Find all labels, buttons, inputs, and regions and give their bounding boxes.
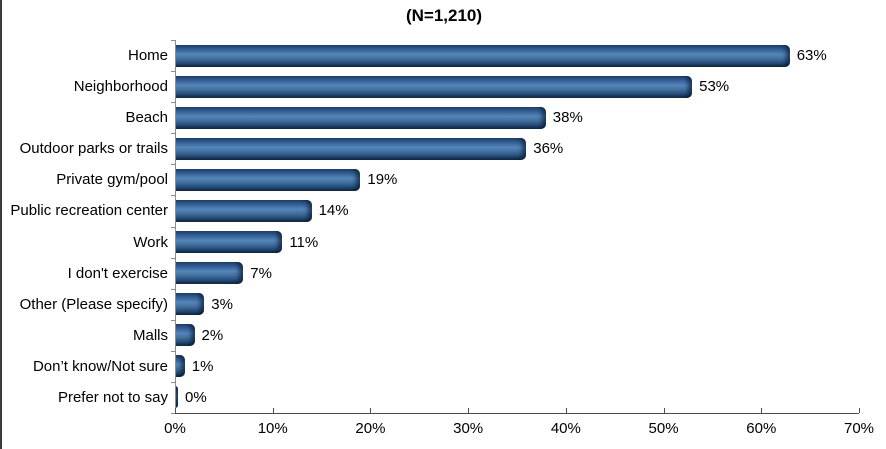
value-label: 1% [191,357,214,375]
chart-row: I don't exercise 7% [2,258,858,289]
value-label: 0% [185,388,207,406]
category-label: Don’t know/Not sure [32,357,168,375]
bar-track: 14% [175,195,858,226]
x-axis-tick-label: 40% [550,420,581,437]
category-label: Home [127,47,168,65]
category-label: Beach [125,109,168,127]
bar [175,355,185,378]
bar-rows: Home 63% Neighborhood 53% Beach 38% Outdoor pa… [2,40,858,413]
x-axis-line [175,408,860,414]
value-label: 38% [552,109,583,127]
bar [175,137,527,160]
bar-track: 7% [175,258,858,289]
x-axis-tick-label: 50% [648,420,679,437]
category-label: Work [133,233,168,251]
y-axis-tick [171,413,175,414]
y-axis-tick [171,195,175,197]
bar-track: 53% [175,71,858,102]
x-axis-labels: 0% 10% 20% 30% 40% 50% 60% 70% [164,420,874,442]
chart-row: Malls 2% [2,320,858,351]
y-axis-tick [171,40,175,41]
bar [175,199,312,222]
x-axis-tick-label: 0% [164,420,186,437]
chart-row: Home 63% [2,40,858,71]
chart-row: Work 11% [2,226,858,257]
category-label: Public recreation center [10,202,168,220]
category-label: Private gym/pool [56,171,168,189]
y-axis-tick [171,350,175,352]
x-axis-tick-label: 60% [746,420,777,437]
value-label: 14% [318,202,349,220]
bar-track: 63% [175,40,858,71]
bar [175,262,244,285]
value-label: 19% [367,171,398,189]
chart-row: Other (Please specify) 3% [2,289,858,320]
y-axis-tick [171,288,175,290]
x-axis-tick-label: 20% [355,420,386,437]
bar [175,293,205,316]
chart-row: Outdoor parks or trails 36% [2,133,858,164]
bar [175,44,790,67]
y-axis-tick [171,164,175,166]
y-axis-tick [171,226,175,228]
chart-row: Beach 38% [2,102,858,133]
x-axis-tick [175,408,176,413]
value-label: 7% [250,264,272,282]
bar-track: 0% [175,382,858,413]
value-label: 36% [533,140,564,158]
category-label: Neighborhood [73,78,168,96]
bar-track: 2% [175,320,858,351]
value-label: 63% [796,47,827,65]
x-axis-tick-label: 30% [453,420,484,437]
chart-row: Neighborhood 53% [2,71,858,102]
y-axis-tick [171,319,175,321]
chart-title: (N=1,210) [405,6,483,25]
bar-track: 36% [175,133,858,164]
x-axis-tick [468,408,470,413]
chart-row: Private gym/pool 19% [2,164,858,195]
chart-row: Public recreation center 14% [2,195,858,226]
value-label: 11% [289,233,319,251]
bar [175,324,195,347]
y-axis-tick [171,133,175,135]
value-label: 3% [211,295,233,313]
bar [175,168,361,191]
bar [175,75,693,98]
value-label: 2% [201,326,224,344]
bar-track: 3% [175,289,858,320]
chart-row: Prefer not to say 0% [2,382,858,413]
x-axis-tick [565,408,567,413]
y-axis-line [171,40,176,414]
bar-track: 19% [175,164,858,195]
x-axis-tick [272,408,274,413]
chart-row: Don’t know/Not sure 1% [2,351,858,382]
x-axis-tick-label: 70% [843,420,875,437]
x-axis-tick [663,408,665,413]
bar [175,231,283,253]
x-axis-tick [859,408,860,413]
category-label: I don't exercise [67,264,168,282]
bar [175,106,546,129]
y-axis-tick [171,381,175,383]
bar [175,386,178,409]
category-label: Other (Please specify) [19,295,168,313]
x-axis-tick [370,408,372,413]
y-axis-tick [171,102,175,104]
bar-track: 11% [175,226,858,257]
y-axis-tick [171,71,175,73]
x-axis-tick-label: 10% [257,420,288,437]
value-label: 53% [699,78,730,96]
bar-track: 38% [175,102,858,133]
category-label: Prefer not to say [57,388,168,406]
y-axis-tick [171,257,175,259]
category-label: Outdoor parks or trails [19,140,168,158]
x-axis-tick [761,408,763,413]
bar-track: 1% [175,351,858,382]
category-label: Malls [132,326,168,344]
